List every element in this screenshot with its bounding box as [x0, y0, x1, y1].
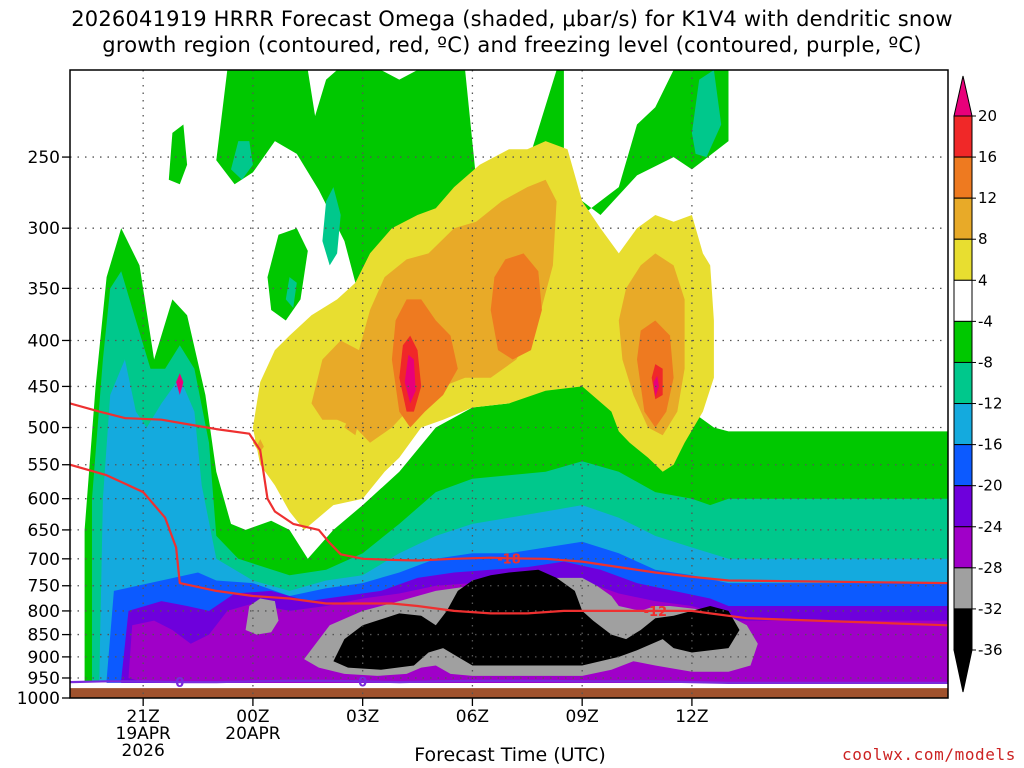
colorbar-swatch	[953, 608, 973, 651]
colorbar-swatch	[953, 485, 973, 528]
colorbar-tick-label: 20	[978, 107, 997, 125]
colorbar-swatch	[953, 115, 973, 158]
y-tick-label: 400	[28, 331, 60, 351]
colorbar-tick-label: -8	[978, 353, 993, 371]
x-tick-date: 19APR	[116, 724, 172, 744]
colorbar-swatch	[953, 279, 973, 322]
contour-label: -18	[497, 552, 521, 567]
y-tick-label: 300	[28, 219, 60, 239]
plot-layer: 0 0 -18 -12	[70, 70, 948, 698]
plot-frame	[69, 69, 949, 699]
y-tick-label: 550	[28, 456, 60, 476]
omega-region-15	[245, 598, 279, 635]
y-tick-label: 650	[28, 521, 60, 541]
x-tick-label: 03Z	[346, 707, 379, 727]
y-tick-label: 600	[28, 490, 60, 510]
colorbar-swatch	[953, 567, 973, 610]
x-tick-label: 00Z	[236, 707, 269, 727]
omega-region-25	[404, 354, 416, 404]
title-line-2: growth region (contoured, red, ºC) and f…	[102, 33, 922, 57]
colorbar-tick-label: -4	[978, 312, 993, 330]
title-line-1: 2026041919 HRRR Forecast Omega (shaded, …	[71, 7, 953, 31]
omega-region-18	[311, 179, 557, 443]
colorbar-top-arrow	[953, 75, 973, 117]
y-tick-label: 750	[28, 577, 60, 597]
y-tick-label: 850	[28, 626, 60, 646]
colorbar-swatch	[953, 444, 973, 487]
contour-0	[70, 679, 948, 684]
y-tick-label: 450	[28, 377, 60, 397]
contour--18	[70, 402, 948, 585]
x-tick-label: 12Z	[675, 707, 708, 727]
colorbar-tick-label: -16	[978, 436, 1003, 454]
colorbar-tick-label: 4	[978, 271, 988, 289]
contour-label: 0	[358, 675, 367, 690]
colorbar-tick-label: -24	[978, 518, 1003, 536]
contour--12	[70, 463, 948, 627]
x-tick-label: 09Z	[566, 707, 599, 727]
colorbar-tick-label: -32	[978, 600, 1003, 618]
omega-region-8	[285, 277, 297, 308]
omega-region-2	[267, 228, 308, 321]
contour-label: -12	[644, 605, 668, 620]
colorbar-tick-label: 12	[978, 189, 997, 207]
colorbar-tick-label: -12	[978, 395, 1003, 413]
x-tick-label: 06Z	[456, 707, 489, 727]
y-tick-label: 500	[28, 419, 60, 439]
omega-region-5	[322, 187, 341, 266]
colorbar-tick-label: -28	[978, 559, 1003, 577]
omega-region-26	[176, 373, 184, 395]
colorbar-bottom-arrow	[953, 649, 973, 693]
x-tick-year: 2026	[122, 741, 165, 761]
y-tick-label: 1000	[17, 689, 60, 709]
colorbar-swatch	[953, 403, 973, 446]
chart-title: 2026041919 HRRR Forecast Omega (shaded, …	[0, 6, 1024, 58]
colorbar-tick-label: 16	[978, 148, 997, 166]
colorbar-tick-label: -36	[978, 641, 1003, 659]
colorbar-tick-label: -20	[978, 477, 1003, 495]
colorbar-swatch	[953, 197, 973, 240]
y-tick-label: 950	[28, 669, 60, 689]
omega-region-29	[344, 411, 359, 436]
colorbar-swatch	[953, 526, 973, 569]
omega-region-7	[231, 141, 253, 180]
y-tick-label: 350	[28, 279, 60, 299]
colorbar-swatch	[953, 361, 973, 405]
x-axis-label: Forecast Time (UTC)	[414, 744, 606, 766]
colorbar: 20 16 12 8 4 -4 -8 -12 -16 -20 -24 -28 -32 -36	[953, 75, 1003, 693]
credit-text: coolwx.com/models	[842, 745, 1016, 764]
colorbar-tick-label: 8	[978, 230, 988, 248]
colorbar-swatch	[953, 320, 973, 363]
y-tick-label: 900	[28, 648, 60, 668]
y-tick-label: 700	[28, 550, 60, 570]
x-tick-date: 20APR	[225, 724, 281, 744]
omega-region-6	[691, 70, 722, 158]
omega-region-21	[490, 253, 542, 360]
omega-region-3	[168, 124, 188, 185]
contour-label: 0	[175, 676, 184, 691]
axis-layer: 2503003504004505005506006507007508008509…	[17, 69, 949, 761]
ground-layer	[70, 688, 948, 698]
x-tick-label: 21Z	[127, 707, 160, 727]
omega-region-16	[333, 569, 740, 670]
colorbar-swatch	[953, 156, 973, 199]
y-tick-label: 800	[28, 602, 60, 622]
y-tick-label: 250	[28, 148, 60, 168]
colorbar-swatch	[953, 238, 973, 281]
